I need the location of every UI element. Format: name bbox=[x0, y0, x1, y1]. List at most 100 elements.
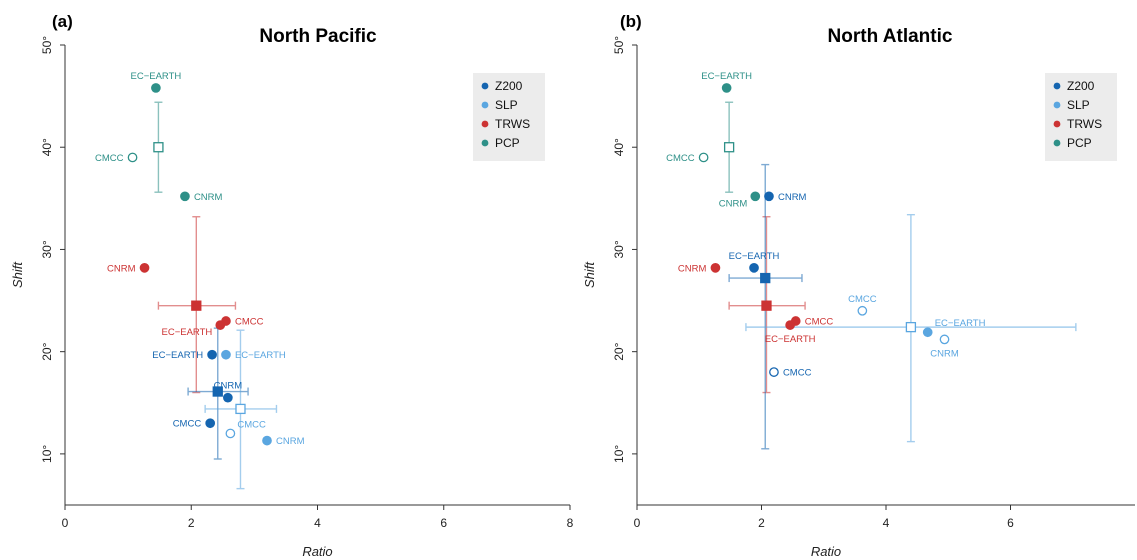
point-label: CNRM bbox=[678, 263, 707, 274]
point-pcp-ecearth bbox=[151, 83, 161, 93]
ensemble-mean-square-slp bbox=[235, 403, 246, 415]
legend-label: SLP bbox=[495, 98, 518, 112]
legend: Z200 SLP TRWS PCP bbox=[1045, 73, 1117, 161]
point-label: EC−EARTH bbox=[152, 350, 203, 361]
ensemble-mean-square-slp bbox=[905, 321, 917, 333]
point-label: CMCC bbox=[235, 317, 264, 328]
x-tick-label: 6 bbox=[1007, 516, 1014, 530]
legend-marker-trws bbox=[481, 120, 489, 128]
legend-label: PCP bbox=[495, 136, 520, 150]
chart-title: North Pacific bbox=[259, 26, 377, 47]
y-tick-label: 30° bbox=[612, 240, 626, 258]
point-label: CMCC bbox=[805, 317, 834, 328]
point-trws-ecearth bbox=[785, 320, 795, 330]
point-label: CNRM bbox=[930, 348, 959, 359]
point-label: CMCC bbox=[666, 153, 695, 164]
point-slp-ecearth bbox=[221, 349, 231, 360]
point-trws-cnrm bbox=[139, 262, 150, 273]
point-label: CNRM bbox=[107, 263, 136, 274]
y-tick-label: 30° bbox=[40, 240, 54, 258]
point-pcp-cnrm bbox=[180, 191, 190, 202]
ensemble-mean-square-trws bbox=[761, 300, 772, 311]
point-label: CNRM bbox=[778, 192, 807, 203]
y-tick-label: 10° bbox=[612, 445, 626, 463]
x-tick-label: 0 bbox=[634, 516, 641, 530]
x-tick-label: 6 bbox=[440, 516, 447, 530]
point-slp-cmcc bbox=[225, 428, 236, 439]
chart-panel-a: (a) North Pacific 10° 20° 30° 40° 50° 0 2 4 6 8 Rati… bbox=[10, 12, 574, 559]
point-pcp-cmcc bbox=[698, 152, 709, 163]
point-label: CMCC bbox=[95, 153, 124, 164]
point-label: CNRM bbox=[276, 436, 305, 447]
x-axis-label: Ratio bbox=[811, 544, 841, 559]
chart-panel-b: (b) North Atlantic 10° 20° 30° 40° 50° 0 2 4 6 Rati… bbox=[582, 12, 1135, 559]
point-z200-cmcc bbox=[205, 418, 216, 429]
point-z200-ecearth bbox=[749, 262, 759, 273]
panel-label: (b) bbox=[620, 12, 642, 31]
legend-label: Z200 bbox=[1067, 79, 1095, 93]
point-trws-ecearth bbox=[215, 320, 226, 330]
point-label: CMCC bbox=[848, 294, 877, 305]
point-label: CNRM bbox=[194, 192, 223, 203]
y-axis-label: Shift bbox=[10, 261, 25, 288]
legend-marker-z200 bbox=[481, 82, 489, 90]
x-tick-label: 2 bbox=[758, 516, 765, 530]
legend-label: TRWS bbox=[495, 117, 530, 131]
legend-label: TRWS bbox=[1067, 117, 1102, 131]
x-tick-label: 0 bbox=[62, 516, 69, 530]
ensemble-mean-square-pcp bbox=[153, 142, 164, 153]
legend-marker-slp bbox=[1053, 101, 1061, 109]
ensemble-mean-square-trws bbox=[191, 300, 202, 311]
point-label: CMCC bbox=[783, 368, 812, 379]
panel-label: (a) bbox=[52, 12, 73, 31]
x-tick-label: 4 bbox=[883, 516, 890, 530]
legend-marker-pcp bbox=[1053, 139, 1061, 147]
ensemble-mean-square-z200 bbox=[212, 386, 223, 397]
point-z200-ecearth bbox=[207, 349, 217, 360]
point-label: CNRM bbox=[214, 381, 243, 392]
x-tick-label: 2 bbox=[188, 516, 195, 530]
legend: Z200 SLP TRWS PCP bbox=[473, 73, 545, 161]
y-tick-label: 40° bbox=[612, 138, 626, 156]
x-tick-label: 8 bbox=[567, 516, 574, 530]
point-pcp-cnrm bbox=[750, 191, 761, 202]
legend-marker-slp bbox=[481, 101, 489, 109]
point-label: EC−EARTH bbox=[729, 251, 780, 262]
point-label: CMCC bbox=[173, 419, 202, 430]
legend-label: Z200 bbox=[495, 79, 523, 93]
point-slp-ecearth bbox=[922, 327, 933, 338]
x-tick-label: 4 bbox=[314, 516, 321, 530]
point-z200-cmcc bbox=[769, 367, 779, 377]
chart-title: North Atlantic bbox=[828, 26, 953, 47]
point-z200-cnrm bbox=[223, 392, 233, 403]
legend-marker-trws bbox=[1053, 120, 1061, 128]
point-label: EC−EARTH bbox=[162, 327, 213, 338]
point-label: EC−EARTH bbox=[701, 71, 752, 82]
ensemble-mean-square-z200 bbox=[760, 272, 771, 284]
y-tick-label: 50° bbox=[612, 36, 626, 54]
y-axis-label: Shift bbox=[582, 261, 597, 288]
point-pcp-ecearth bbox=[721, 83, 732, 93]
point-trws-cnrm bbox=[710, 262, 721, 273]
point-slp-cnrm bbox=[262, 435, 272, 446]
y-tick-label: 40° bbox=[40, 138, 54, 156]
point-label: CNRM bbox=[719, 198, 748, 209]
point-label: EC−EARTH bbox=[765, 334, 816, 345]
point-label: EC−EARTH bbox=[935, 318, 986, 329]
legend-label: SLP bbox=[1067, 98, 1090, 112]
point-pcp-cmcc bbox=[127, 152, 138, 163]
y-tick-label: 10° bbox=[40, 445, 54, 463]
y-tick-label: 50° bbox=[40, 36, 54, 54]
y-tick-label: 20° bbox=[612, 342, 626, 360]
legend-marker-pcp bbox=[481, 139, 489, 147]
ensemble-mean-square-pcp bbox=[723, 142, 735, 153]
x-axis-label: Ratio bbox=[302, 544, 332, 559]
legend-marker-z200 bbox=[1053, 82, 1061, 90]
legend-label: PCP bbox=[1067, 136, 1092, 150]
y-tick-label: 20° bbox=[40, 342, 54, 360]
point-label: EC−EARTH bbox=[131, 71, 182, 82]
point-label: EC−EARTH bbox=[235, 350, 286, 361]
point-slp-cmcc bbox=[857, 305, 868, 316]
point-slp-cnrm bbox=[939, 334, 950, 345]
